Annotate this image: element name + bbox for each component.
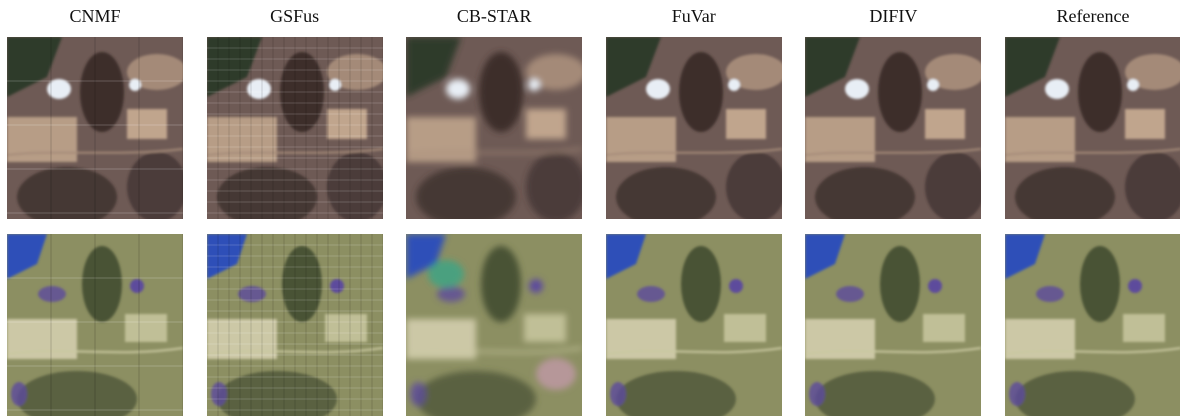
column-gsfus: GSFus — [206, 0, 383, 416]
false-color-image — [206, 234, 383, 416]
column-reference: Reference — [1005, 0, 1180, 416]
method-label: CNMF — [69, 6, 121, 26]
column-fuvar: FuVar — [605, 0, 782, 416]
false-color-image — [1005, 234, 1180, 416]
natural-color-image — [206, 37, 383, 219]
column-cb-star: CB-STAR — [406, 0, 583, 416]
method-label: Reference — [1056, 6, 1130, 26]
false-color-image — [805, 234, 982, 416]
method-label: GSFus — [270, 6, 320, 26]
comparison-figure: CNMF GSFus CB-STAR FuVar DIFIV Reference — [7, 0, 1180, 416]
false-color-image — [406, 234, 583, 416]
natural-color-image — [1005, 37, 1180, 219]
natural-color-image — [406, 37, 583, 219]
natural-color-image — [805, 37, 982, 219]
false-color-image — [7, 234, 183, 416]
column-cnmf: CNMF — [7, 0, 183, 416]
method-label: FuVar — [671, 6, 716, 26]
method-label: CB-STAR — [456, 6, 532, 26]
method-label: DIFIV — [869, 6, 918, 26]
natural-color-image — [605, 37, 782, 219]
column-difiv: DIFIV — [805, 0, 982, 416]
false-color-image — [605, 234, 782, 416]
natural-color-image — [7, 37, 183, 219]
